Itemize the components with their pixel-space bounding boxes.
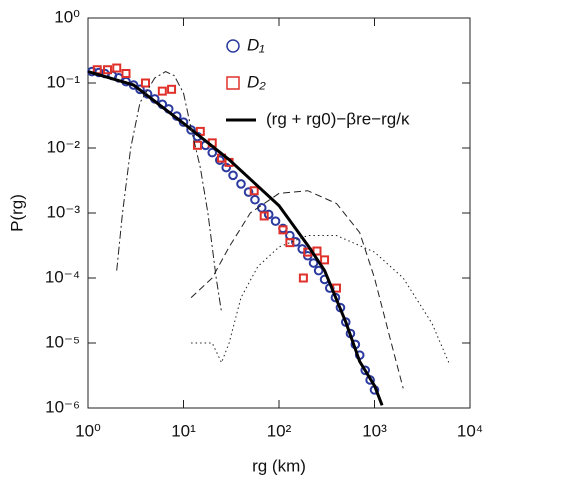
data-point	[270, 216, 281, 226]
data-point	[135, 84, 145, 95]
y-tick-label: 10⁻⁶	[45, 397, 80, 416]
x-tick-label: 10⁴	[457, 421, 483, 440]
data-point	[320, 255, 330, 265]
data-point	[243, 187, 254, 197]
x-tick-label: 10²	[267, 421, 292, 440]
data-point	[228, 170, 238, 181]
plot-frame	[87, 17, 471, 409]
data-point	[313, 265, 324, 276]
y-tick-label: 10⁻¹	[46, 72, 80, 91]
data-point	[250, 194, 260, 205]
series-line	[190, 190, 404, 389]
data-point	[249, 186, 259, 196]
data-point	[312, 246, 322, 256]
y-tick-label: 10⁻³	[46, 202, 80, 221]
data-point	[298, 273, 308, 283]
data-point	[259, 211, 269, 221]
data-point	[256, 203, 267, 213]
series-line	[116, 71, 222, 313]
y-tick-label: 10⁻⁵	[45, 332, 80, 351]
data-point	[278, 225, 288, 235]
y-axis-label: P(rg)	[7, 194, 26, 232]
data-point	[167, 84, 177, 94]
data-point	[112, 63, 122, 73]
legend-marker	[226, 76, 240, 90]
x-tick-label: 10¹	[171, 421, 196, 440]
legend-marker	[226, 39, 240, 53]
data-point	[102, 65, 112, 75]
data-point	[207, 147, 218, 158]
series-line	[87, 70, 384, 406]
legend-label: (rg + rg0)−βre−rg/κ	[266, 109, 410, 128]
data-point	[192, 140, 202, 150]
y-tick-label: 10⁻²	[46, 137, 80, 156]
data-point	[121, 69, 131, 79]
y-tick-label: 10⁰	[54, 7, 80, 26]
data-point	[236, 179, 246, 189]
data-point	[308, 258, 319, 268]
x-axis-label: rg (km)	[252, 456, 306, 475]
data-point	[291, 237, 301, 247]
data-point	[157, 86, 167, 96]
legend-label: D₂	[247, 72, 266, 91]
x-tick-label: 10³	[362, 421, 387, 440]
data-point	[140, 78, 150, 88]
legend-label: D₁	[247, 35, 265, 54]
data-point	[215, 155, 225, 165]
data-point	[285, 238, 295, 248]
y-tick-label: 10⁻⁴	[45, 267, 80, 286]
x-tick-label: 10⁰	[75, 421, 101, 440]
data-point	[360, 365, 371, 376]
